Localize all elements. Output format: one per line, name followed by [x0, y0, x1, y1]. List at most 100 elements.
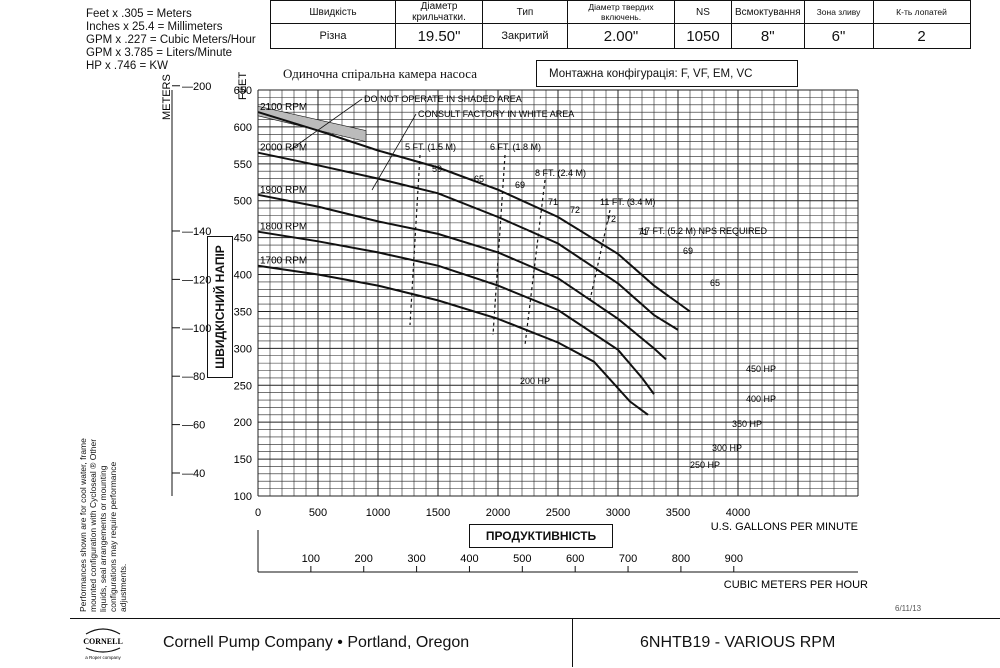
conversion-line: GPM x 3.785 = Liters/Minute — [86, 47, 233, 59]
npsh-label: 8 FT. (2.4 M) — [535, 168, 586, 178]
capacity-axis-label-box: ПРОДУКТИВНІСТЬ — [469, 524, 613, 548]
spec-header: Діаметр твердих включень. — [567, 0, 675, 24]
unit-conversions: Feet x .305 = Meters Inches x 25.4 = Mil… — [86, 8, 256, 73]
feet-tick-label: 450 — [234, 233, 252, 245]
feet-tick-label: 300 — [234, 343, 252, 355]
npsh-label: 5 FT. (1.5 M) — [405, 142, 456, 152]
efficiency-label: 65 — [710, 278, 720, 288]
rpm-curve — [257, 264, 649, 416]
feet-axis-label: FEET — [237, 72, 249, 100]
gpm-tick-label: 2000 — [486, 507, 510, 519]
spec-table: Швидкість Діаметр крильчатки. Тип Діамет… — [270, 0, 971, 49]
efficiency-label: 71 — [638, 227, 648, 237]
npsh-line — [589, 209, 611, 301]
spec-value: Закритий — [482, 23, 568, 49]
gpm-tick-label: 500 — [309, 507, 327, 519]
meters-axis-label: METERS — [161, 74, 173, 120]
m3h-axis-label: CUBIC METERS PER HOUR — [724, 579, 868, 591]
gpm-tick-label: 0 — [255, 507, 261, 519]
rpm-label: 2000 RPM — [260, 143, 307, 154]
npsh-line — [492, 154, 506, 336]
footer-divider — [572, 618, 573, 667]
meters-tick-label: —60 — [182, 420, 205, 432]
m3h-tick-label: 200 — [355, 553, 373, 565]
efficiency-label: 72 — [606, 214, 616, 224]
head-axis-label-box: ШВИДКІСНИЙ НАПІР — [207, 236, 233, 378]
spec-header: NS — [674, 0, 732, 24]
feet-tick-label: 600 — [234, 122, 252, 134]
npsh-label: 17 FT. (5.2 M) NPS REQUIRED — [640, 226, 768, 236]
spec-header: Всмоктування — [731, 0, 805, 24]
shaded-area — [257, 105, 367, 143]
efficiency-label: 72 — [570, 205, 580, 215]
horsepower-label: 400 HP — [746, 394, 776, 404]
spec-value: 19.50" — [395, 23, 483, 49]
spec-header: Швидкість — [270, 0, 396, 24]
spec-value: 2 — [872, 23, 971, 49]
rpm-curve — [257, 230, 655, 395]
m3h-tick-label: 600 — [566, 553, 584, 565]
chart-labels: DO NOT OPERATE IN SHADED AREA CONSULT FAC… — [289, 94, 776, 470]
mounting-config-box: Монтажна конфігурація: F, VF, EM, VC — [536, 60, 798, 87]
m3h-tick-label: 300 — [407, 553, 425, 565]
performance-note: Performances shown are for cool water, f… — [78, 412, 138, 612]
head-axis-label: ШВИДКІСНИЙ НАПІР — [213, 245, 228, 369]
m3h-tick-label: 800 — [672, 553, 690, 565]
conversion-line: Feet x .305 = Meters — [86, 8, 192, 20]
gpm-tick-label: 2500 — [546, 507, 570, 519]
feet-tick-label: 100 — [234, 491, 252, 503]
note-leader — [371, 113, 417, 191]
rpm-label: 1700 RPM — [260, 256, 307, 267]
logo-subtext: a Roper company — [85, 655, 121, 660]
horsepower-label: 300 HP — [712, 443, 742, 453]
feet-tick-label: 500 — [234, 196, 252, 208]
gpm-tick-label: 1500 — [426, 507, 450, 519]
company-name: Cornell Pump Company • Portland, Oregon — [163, 634, 470, 651]
note-leader — [289, 98, 363, 151]
conversion-line: HP x .746 = KW — [86, 60, 168, 72]
npsh-label: 11 FT. (3.4 M) — [600, 197, 655, 207]
meters-tick-label: —80 — [182, 371, 205, 383]
npsh-line — [409, 154, 421, 326]
meters-tick-label: —40 — [182, 468, 205, 480]
footer-bar — [70, 618, 1000, 668]
rpm-curve — [257, 111, 691, 313]
spec-value: 6" — [803, 23, 874, 49]
npsh-line — [524, 179, 546, 346]
m3h-tick-label: 900 — [725, 553, 743, 565]
performance-note-text: Performances shown are for cool water, f… — [78, 438, 128, 612]
meters-tick-label: —200 — [182, 81, 211, 93]
logo-arc — [85, 647, 121, 653]
horsepower-label: 350 HP — [732, 419, 762, 429]
chart-axes: 100150200250300350400450500550600650FEET… — [161, 72, 868, 591]
feet-tick-label: 350 — [234, 306, 252, 318]
conversion-line: GPM x .227 = Cubic Meters/Hour — [86, 34, 256, 46]
feet-tick-label: 550 — [234, 159, 252, 171]
feet-tick-label: 250 — [234, 380, 252, 392]
efficiency-label: 65 — [474, 174, 484, 184]
rpm-curve — [257, 151, 679, 331]
m3h-tick-label: 400 — [460, 553, 478, 565]
gpm-tick-label: 4000 — [726, 507, 750, 519]
spec-value: 2.00" — [567, 23, 675, 49]
date-code: 6/11/13 — [895, 604, 922, 613]
meters-tick-label: —140 — [182, 226, 211, 238]
horsepower-label: 200 HP — [520, 376, 550, 386]
rpm-label: 2100 RPM — [260, 102, 307, 113]
spec-header: Тип — [482, 0, 568, 24]
rpm-label: 1800 RPM — [260, 222, 307, 233]
horsepower-label: 250 HP — [690, 460, 720, 470]
m3h-tick-label: 500 — [513, 553, 531, 565]
shaded-area-note: DO NOT OPERATE IN SHADED AREA — [364, 94, 522, 104]
chart-subtitle: Одиночна спіральна камера насоса — [283, 66, 477, 81]
gpm-tick-label: 3000 — [606, 507, 630, 519]
white-area-note: CONSULT FACTORY IN WHITE AREA — [418, 109, 574, 119]
spec-header: К-ть лопатей — [872, 0, 971, 24]
gpm-tick-label: 1000 — [366, 507, 390, 519]
horsepower-label: 450 HP — [746, 364, 776, 374]
spec-value: 1050 — [674, 23, 732, 49]
chart-grid — [257, 89, 859, 497]
feet-tick-label: 150 — [234, 454, 252, 466]
rpm-curves: 2100 RPM 2000 RPM 1900 RPM 1800 RPM 1700 RPM — [257, 102, 691, 416]
